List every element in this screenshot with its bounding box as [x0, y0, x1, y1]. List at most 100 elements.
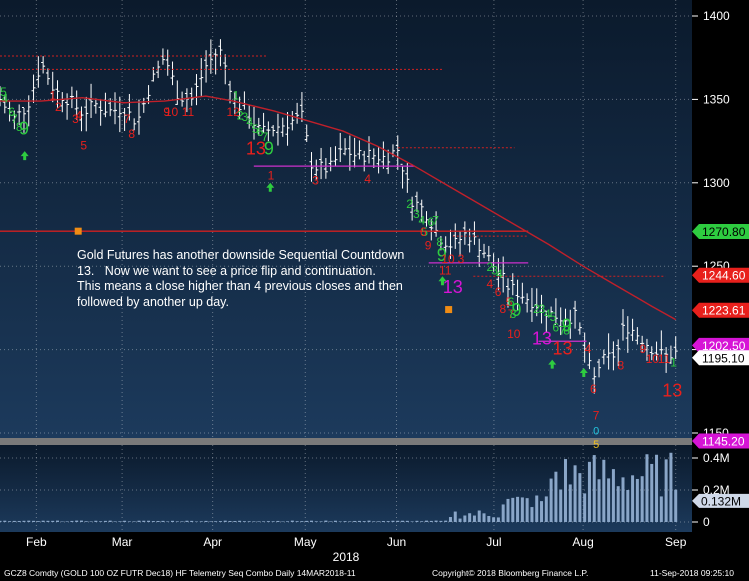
volume-bar [444, 520, 448, 522]
footer-timestamp: 11-Sep-2018 09:25:10 [650, 568, 734, 578]
sequential-count-label: 3 [312, 173, 319, 187]
price-tag-label: 1145.20 [702, 435, 745, 449]
x-month-label: Jul [486, 535, 501, 549]
volume-bar [51, 520, 55, 522]
sequential-count-label: 5 [550, 310, 557, 324]
volume-bar [650, 463, 654, 522]
volume-bar [142, 520, 146, 522]
price-tag-label: 1223.61 [702, 304, 746, 318]
volume-y-tick-label: 0.4M [703, 451, 730, 465]
sequential-count-label: 13 [246, 138, 266, 158]
volume-bar [468, 513, 472, 522]
volume-y-tick-label: 0 [703, 515, 710, 529]
volume-bar [36, 521, 40, 522]
sequential-count-label: 4 [486, 277, 493, 291]
up-arrow-icon [438, 276, 447, 286]
price-tag-label: 1244.60 [702, 269, 746, 283]
volume-bar [343, 521, 347, 522]
volume-bar [329, 521, 333, 522]
volume-bar [199, 521, 203, 522]
volume-bar [276, 520, 280, 522]
volume-bar [286, 521, 290, 522]
volume-bar [631, 475, 635, 522]
volume-bar [204, 520, 208, 522]
volume-bar [266, 521, 270, 522]
sequential-count-label: 12 [227, 105, 241, 119]
volume-bar [506, 498, 510, 522]
volume-bar [132, 521, 136, 522]
volume-bar [161, 520, 165, 522]
sequential-count-label: 0 [593, 426, 599, 438]
volume-bar [501, 504, 505, 522]
volume-bar [415, 520, 419, 522]
x-month-label: Aug [572, 535, 593, 549]
volume-bar [281, 521, 285, 523]
sequential-count-label: 7 [508, 307, 515, 321]
footer-bar: GCZ8 Comdty (GOLD 100 OZ FUTR Dec18) HF … [0, 566, 749, 581]
sequential-count-label: 3 [491, 264, 498, 278]
sequential-count-label: 13 [553, 339, 573, 359]
marker-square [445, 306, 453, 314]
sequential-count-label: 6 [8, 105, 15, 119]
volume-bar [46, 520, 50, 522]
volume-bar [252, 521, 256, 522]
volume-bar [626, 490, 630, 522]
up-arrow-icon [579, 367, 588, 377]
volume-bar [12, 520, 16, 522]
volume-bar [75, 520, 79, 522]
volume-bar [405, 520, 409, 522]
sequential-count-label: 8 [563, 324, 570, 338]
volume-bar [103, 520, 107, 522]
volume-bar [99, 521, 103, 522]
volume-bar [123, 520, 127, 522]
volume-bar [290, 520, 294, 522]
volume-bar [372, 521, 376, 522]
volume-bar [137, 520, 141, 522]
price-tag [692, 267, 749, 283]
volume-bar [242, 521, 246, 522]
volume-bar [353, 520, 357, 522]
sequential-count-label: 4 [544, 307, 551, 321]
moving-average-line [0, 95, 677, 321]
volume-bar [309, 520, 313, 522]
sequential-count-label: 9 [562, 315, 572, 335]
volume-bar [482, 513, 486, 522]
price-bars [0, 39, 678, 394]
volume-bar [410, 521, 414, 522]
volume-bar [151, 521, 155, 522]
sequential-count-label: 3 [242, 110, 249, 124]
volume-bar [439, 520, 443, 522]
sequential-count-label: 5 [0, 85, 7, 99]
x-month-label: Jun [387, 535, 406, 549]
sequential-count-label: 9 [163, 105, 170, 119]
volume-bar [655, 454, 659, 522]
sequential-count-label: 9 [425, 239, 432, 253]
sequential-count-label: 6 [420, 225, 427, 239]
volume-bar [171, 520, 175, 522]
volume-bar [305, 520, 309, 522]
volume-bar [27, 520, 31, 522]
volume-bar [377, 521, 381, 522]
annotation-note: Gold Futures has another downside Sequen… [77, 248, 405, 309]
sequential-count-label: 3 [539, 302, 546, 316]
volume-bar [492, 517, 496, 522]
volume-bar [616, 486, 620, 522]
volume-bar [295, 521, 299, 522]
sequential-count-label: 2 [486, 260, 493, 274]
sequential-count-label: 10 [441, 252, 455, 266]
sequential-count-label: 9 [639, 342, 646, 356]
volume-bar [573, 465, 577, 522]
volume-bar [420, 521, 424, 522]
volume-bar [0, 520, 2, 522]
volume-panel-bg [0, 445, 692, 532]
sequential-count-label: 2 [55, 100, 62, 114]
sequential-count-label: 6 [508, 295, 515, 309]
volume-bar [65, 521, 69, 522]
volume-bar [228, 520, 232, 522]
volume-bar [271, 521, 275, 522]
sequential-count-label: 9 [19, 118, 29, 138]
sequential-count-label: 2 [406, 197, 413, 211]
volume-bar [458, 518, 462, 522]
sequential-count-label: 7 [559, 324, 566, 338]
sequential-count-label: 3 [458, 252, 465, 266]
